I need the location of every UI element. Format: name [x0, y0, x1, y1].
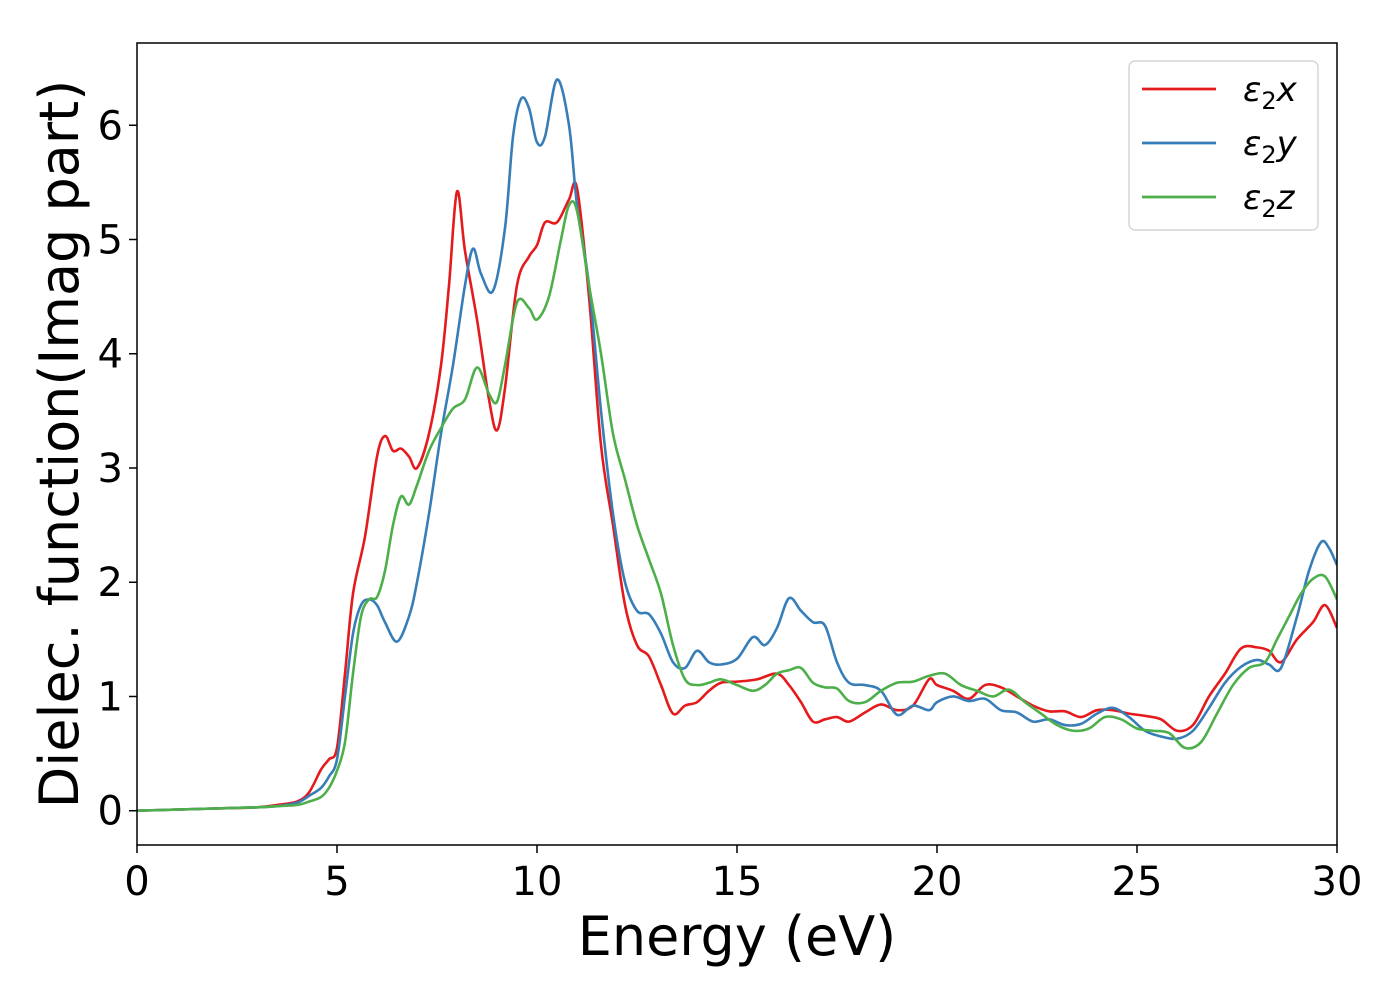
x-tick-label: 10 [512, 859, 563, 905]
x-tick-label: 20 [912, 859, 963, 905]
y-tick-label: 2 [98, 560, 123, 606]
legend-label-z: ε2z [1243, 178, 1296, 223]
y-tick-label: 6 [98, 103, 123, 149]
x-tick-label: 15 [712, 859, 763, 905]
legend-label-x: ε2x [1243, 70, 1298, 115]
x-tick-label: 25 [1112, 859, 1163, 905]
y-tick-label: 4 [98, 332, 123, 378]
series-line-x [137, 180, 1337, 813]
x-axis-title: Energy (eV) [578, 905, 897, 968]
legend-box [1128, 60, 1319, 231]
series-line-y [137, 78, 1337, 813]
x-tick-label: 0 [124, 859, 149, 905]
series-layer [137, 78, 1337, 813]
series-line-z [137, 200, 1337, 813]
y-tick-label: 5 [98, 218, 123, 264]
x-tick-label: 5 [324, 859, 349, 905]
y-tick-label: 3 [98, 446, 123, 492]
y-tick-label: 0 [98, 789, 123, 835]
y-axis-title: Dielec. function(Imag part) [28, 80, 91, 809]
legend-label-y: ε2y [1243, 124, 1298, 169]
y-axis: 0 1 2 3 4 5 6 [98, 103, 137, 835]
x-axis: 0 5 10 15 20 25 30 [124, 845, 1362, 905]
y-tick-label: 1 [98, 674, 123, 720]
x-tick-label: 30 [1312, 859, 1363, 905]
legend: ε2x ε2y ε2z [1128, 60, 1319, 231]
